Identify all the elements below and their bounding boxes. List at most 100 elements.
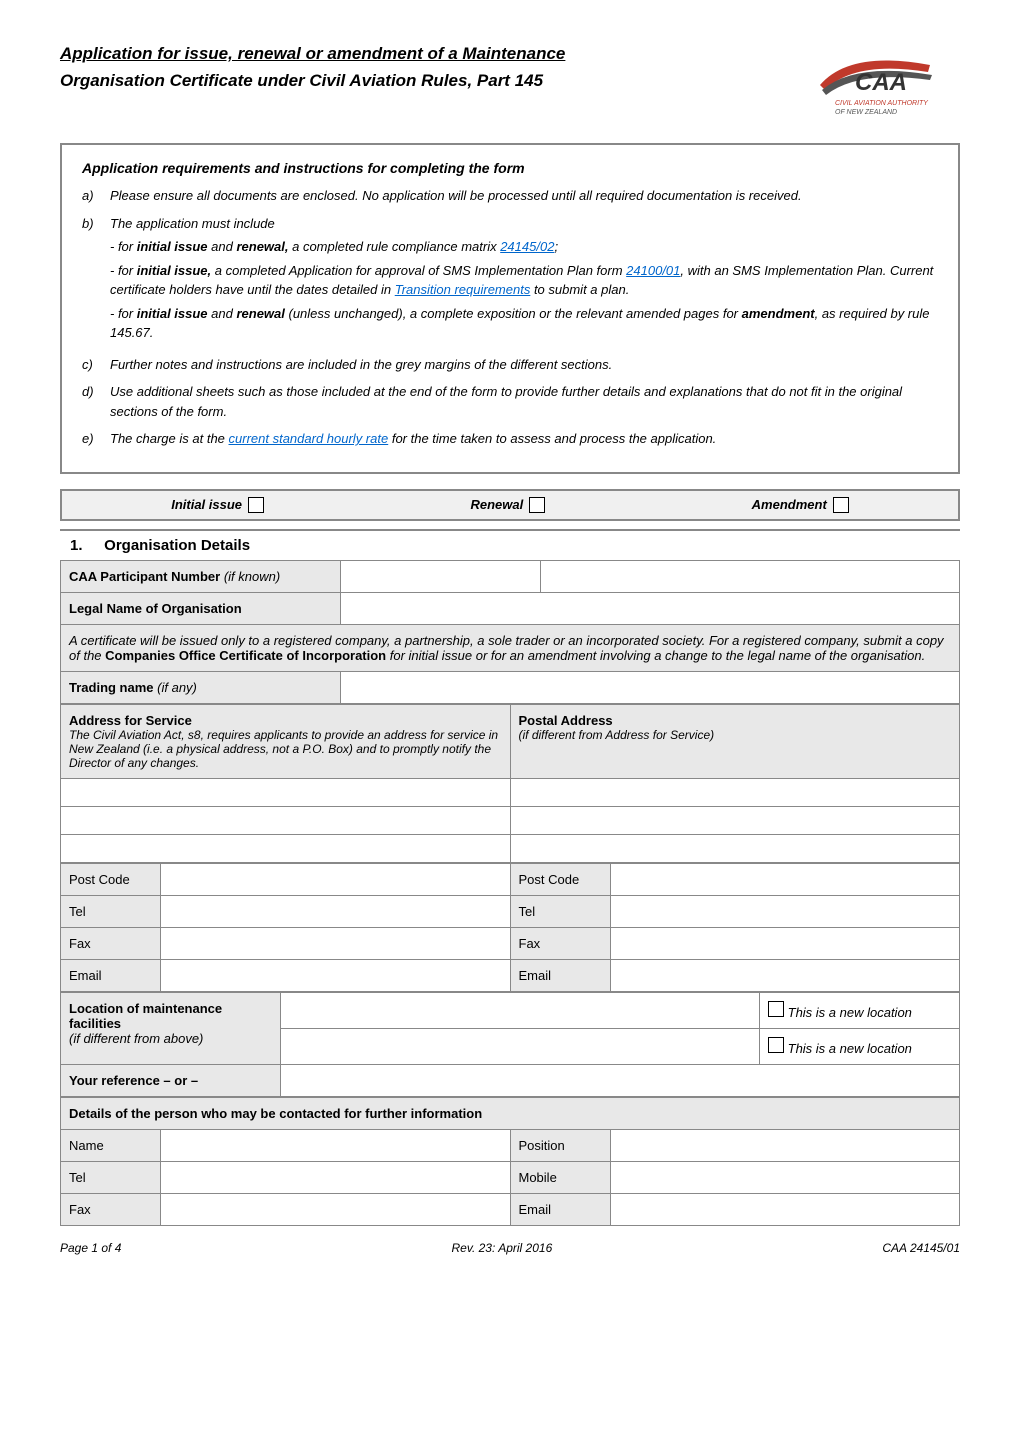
trading-name-field[interactable] bbox=[341, 671, 960, 703]
title-block: Application for issue, renewal or amendm… bbox=[60, 40, 790, 94]
location-table: Location of maintenance facilities (if d… bbox=[60, 992, 960, 1097]
address-table: Address for Service The Civil Aviation A… bbox=[60, 704, 960, 863]
contact-person-table: Details of the person who may be contact… bbox=[60, 1097, 960, 1226]
item-text: Use additional sheets such as those incl… bbox=[110, 382, 938, 421]
instructions-list: a) Please ensure all documents are enclo… bbox=[82, 186, 938, 449]
postal-tel-field[interactable] bbox=[610, 895, 960, 927]
service-postcode-field[interactable] bbox=[161, 863, 511, 895]
service-tel-field[interactable] bbox=[161, 895, 511, 927]
item-letter: b) bbox=[82, 214, 110, 347]
page-number: Page 1 of 4 bbox=[60, 1241, 121, 1255]
participant-number-field[interactable] bbox=[341, 560, 541, 592]
contact-fax-field[interactable] bbox=[161, 1193, 511, 1225]
item-text: Further notes and instructions are inclu… bbox=[110, 355, 938, 375]
page-header: Application for issue, renewal or amendm… bbox=[60, 40, 960, 123]
org-details-table: CAA Participant Number (if known) Legal … bbox=[60, 560, 960, 704]
reference-field[interactable] bbox=[281, 1064, 960, 1096]
section-title: Organisation Details bbox=[104, 537, 250, 554]
name-label: Name bbox=[61, 1129, 161, 1161]
matrix-link[interactable]: 24145/02 bbox=[500, 239, 554, 254]
svg-text:OF NEW ZEALAND: OF NEW ZEALAND bbox=[835, 109, 897, 116]
sms-form-link[interactable]: 24100/01 bbox=[626, 263, 680, 278]
new-location-1: This is a new location bbox=[760, 992, 960, 1028]
amendment-label: Amendment bbox=[752, 497, 827, 512]
contact-email-label: Email bbox=[510, 1193, 610, 1225]
sub-item: - for initial issue, a completed Applica… bbox=[110, 261, 938, 300]
item-text: The application must include bbox=[110, 214, 938, 234]
initial-issue-checkbox[interactable] bbox=[248, 497, 264, 513]
new-location-checkbox-2[interactable] bbox=[768, 1037, 784, 1053]
contact-person-header: Details of the person who may be contact… bbox=[61, 1097, 960, 1129]
item-text: Please ensure all documents are enclosed… bbox=[110, 186, 938, 206]
location-field-2[interactable] bbox=[281, 1028, 760, 1064]
legal-name-field[interactable] bbox=[341, 592, 960, 624]
location-label: Location of maintenance facilities (if d… bbox=[61, 992, 281, 1064]
item-body: The charge is at the current standard ho… bbox=[110, 429, 938, 449]
item-letter: d) bbox=[82, 382, 110, 421]
new-location-checkbox-1[interactable] bbox=[768, 1001, 784, 1017]
caa-logo: CAA CIVIL AVIATION AUTHORITY OF NEW ZEAL… bbox=[790, 40, 960, 123]
page-footer: Page 1 of 4 Rev. 23: April 2016 CAA 2414… bbox=[60, 1241, 960, 1255]
rate-link[interactable]: current standard hourly rate bbox=[229, 431, 389, 446]
title-line1: Application for issue, renewal or amendm… bbox=[60, 40, 790, 67]
contact-position-field[interactable] bbox=[610, 1129, 960, 1161]
postal-email-field[interactable] bbox=[610, 959, 960, 991]
fax-label-1: Fax bbox=[61, 927, 161, 959]
postal-postcode-field[interactable] bbox=[610, 863, 960, 895]
postal-addr-line3[interactable] bbox=[510, 834, 960, 862]
location-field-1[interactable] bbox=[281, 992, 760, 1028]
renewal-checkbox[interactable] bbox=[529, 497, 545, 513]
service-addr-line3[interactable] bbox=[61, 834, 511, 862]
form-number: CAA 24145/01 bbox=[882, 1241, 960, 1255]
initial-issue-option: Initial issue bbox=[171, 497, 264, 513]
initial-label: Initial issue bbox=[171, 497, 242, 512]
instruction-item: c) Further notes and instructions are in… bbox=[82, 355, 938, 375]
svg-text:CIVIL AVIATION AUTHORITY: CIVIL AVIATION AUTHORITY bbox=[835, 100, 929, 107]
postal-address-header: Postal Address (if different from Addres… bbox=[510, 704, 960, 778]
transition-link[interactable]: Transition requirements bbox=[395, 282, 531, 297]
service-fax-field[interactable] bbox=[161, 927, 511, 959]
item-letter: e) bbox=[82, 429, 110, 449]
participant-extra-field[interactable] bbox=[541, 560, 960, 592]
email-label-1: Email bbox=[61, 959, 161, 991]
postcode-label-2: Post Code bbox=[510, 863, 610, 895]
contact-email-field[interactable] bbox=[610, 1193, 960, 1225]
tel-label-2: Tel bbox=[510, 895, 610, 927]
title-line2: Organisation Certificate under Civil Avi… bbox=[60, 67, 790, 94]
contact-tel-label: Tel bbox=[61, 1161, 161, 1193]
instruction-item: d) Use additional sheets such as those i… bbox=[82, 382, 938, 421]
application-type-row: Initial issue Renewal Amendment bbox=[60, 489, 960, 521]
new-location-2: This is a new location bbox=[760, 1028, 960, 1064]
postal-fax-field[interactable] bbox=[610, 927, 960, 959]
sub-item: - for initial issue and renewal (unless … bbox=[110, 304, 938, 343]
section-number: 1. bbox=[70, 537, 100, 554]
renewal-label: Renewal bbox=[470, 497, 523, 512]
fax-label-2: Fax bbox=[510, 927, 610, 959]
service-addr-line2[interactable] bbox=[61, 806, 511, 834]
postal-addr-line1[interactable] bbox=[510, 778, 960, 806]
contact-name-field[interactable] bbox=[161, 1129, 511, 1161]
service-addr-line1[interactable] bbox=[61, 778, 511, 806]
tel-label-1: Tel bbox=[61, 895, 161, 927]
service-email-field[interactable] bbox=[161, 959, 511, 991]
item-letter: a) bbox=[82, 186, 110, 206]
instruction-item: b) The application must include - for in… bbox=[82, 214, 938, 347]
contact-fields-table: Post Code Post Code Tel Tel Fax Fax Emai… bbox=[60, 863, 960, 992]
contact-mobile-field[interactable] bbox=[610, 1161, 960, 1193]
sub-item: - for initial issue and renewal, a compl… bbox=[110, 237, 938, 257]
mobile-label: Mobile bbox=[510, 1161, 610, 1193]
contact-tel-field[interactable] bbox=[161, 1161, 511, 1193]
instruction-item: a) Please ensure all documents are enclo… bbox=[82, 186, 938, 206]
reference-label: Your reference – or – bbox=[61, 1064, 281, 1096]
instruction-item: e) The charge is at the current standard… bbox=[82, 429, 938, 449]
legal-name-label: Legal Name of Organisation bbox=[61, 592, 341, 624]
certificate-note: A certificate will be issued only to a r… bbox=[61, 624, 960, 671]
postcode-label-1: Post Code bbox=[61, 863, 161, 895]
renewal-option: Renewal bbox=[470, 497, 545, 513]
amendment-checkbox[interactable] bbox=[833, 497, 849, 513]
item-letter: c) bbox=[82, 355, 110, 375]
email-label-2: Email bbox=[510, 959, 610, 991]
instructions-box: Application requirements and instruction… bbox=[60, 143, 960, 474]
instructions-title: Application requirements and instruction… bbox=[82, 160, 938, 176]
postal-addr-line2[interactable] bbox=[510, 806, 960, 834]
